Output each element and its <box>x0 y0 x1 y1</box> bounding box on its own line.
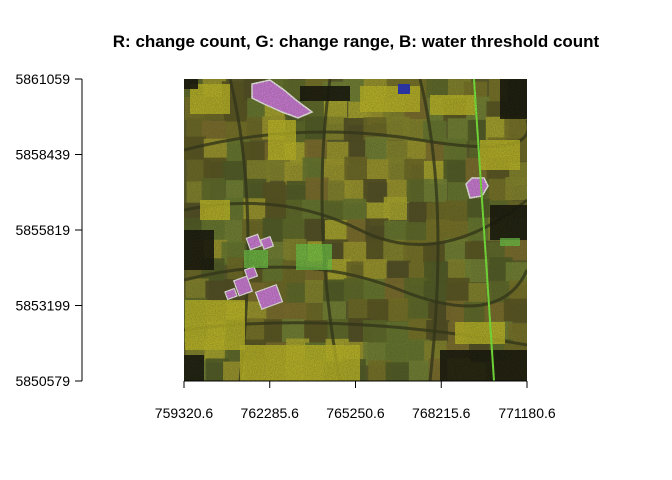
x-tick-label: 771180.6 <box>498 405 556 421</box>
x-tick-label: 765250.6 <box>326 405 385 421</box>
y-tick-label: 5861059 <box>15 71 70 87</box>
x-tick-label: 762285.6 <box>241 405 300 421</box>
x-axis: 759320.6 762285.6 765250.6 768215.6 771180.6 <box>155 380 556 421</box>
rgb-raster-image <box>184 79 527 381</box>
chart-title: R: change count, G: change range, B: wat… <box>113 32 600 51</box>
raster-texture <box>184 79 527 381</box>
x-tick-label: 759320.6 <box>155 405 214 421</box>
y-tick-label: 5853199 <box>15 298 70 314</box>
y-tick-label: 5855819 <box>15 222 70 238</box>
y-axis: 5850579 5853199 5855819 5858439 5861059 <box>15 71 83 389</box>
y-tick-label: 5850579 <box>15 373 70 389</box>
x-tick-label: 768215.6 <box>412 405 471 421</box>
y-tick-label: 5858439 <box>15 147 70 163</box>
